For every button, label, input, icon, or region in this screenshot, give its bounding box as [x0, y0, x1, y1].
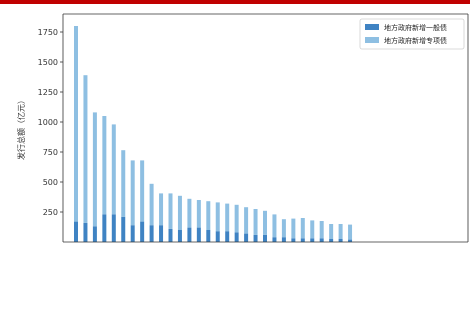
bar-special-bond — [83, 75, 88, 223]
y-tick-label: 1000 — [38, 118, 58, 127]
bar-general-bond — [253, 234, 258, 242]
bar-general-bond — [263, 234, 267, 242]
bar-special-bond — [74, 26, 78, 222]
bar-special-bond — [111, 124, 116, 215]
bar-special-bond — [215, 202, 220, 232]
bar-special-bond — [196, 200, 201, 228]
bar-general-bond — [102, 214, 107, 242]
bar-special-bond — [291, 218, 296, 239]
bar-general-bond — [92, 226, 97, 242]
bar-general-bond — [206, 230, 211, 242]
bar-special-bond — [263, 210, 267, 235]
bar-general-bond — [329, 239, 334, 242]
bar-general-bond — [319, 238, 324, 242]
y-axis-label: 发行总额（亿元） — [16, 96, 26, 160]
bar-general-bond — [215, 231, 220, 242]
y-tick-label: 500 — [43, 178, 58, 187]
legend-frame — [359, 18, 465, 50]
bar-special-bond — [244, 207, 249, 234]
bar-special-bond — [149, 183, 154, 226]
bar-general-bond — [338, 239, 343, 242]
bar-general-bond — [149, 225, 154, 242]
bar-general-bond — [177, 230, 182, 242]
bar-special-bond — [319, 221, 324, 239]
bar-general-bond — [244, 233, 249, 242]
bar-general-bond — [83, 222, 88, 242]
bar-general-bond — [310, 238, 315, 242]
bar-special-bond — [300, 218, 305, 239]
bar-general-bond — [281, 237, 286, 242]
y-tick-label: 1500 — [38, 58, 58, 67]
bar-special-bond — [329, 224, 334, 239]
y-tick-label: 750 — [43, 148, 58, 157]
bar-general-bond — [168, 228, 173, 242]
bar-general-bond — [130, 225, 135, 242]
bar-special-bond — [168, 193, 173, 229]
bar-general-bond — [348, 239, 353, 242]
bar-general-bond — [111, 214, 116, 242]
y-tick-label: 250 — [43, 208, 58, 217]
bar-general-bond — [121, 216, 126, 242]
bar-special-bond — [140, 160, 145, 222]
bar-special-bond — [225, 203, 230, 232]
bar-special-bond — [92, 112, 97, 227]
bar-special-bond — [130, 160, 135, 226]
bar-general-bond — [291, 238, 296, 242]
bar-general-bond — [272, 237, 277, 242]
bar-general-bond — [187, 227, 192, 242]
y-ticks-group: 250 500 750 1000 1250 1500 1750 — [38, 28, 63, 217]
bar-special-bond — [281, 219, 286, 238]
axes-group — [62, 13, 469, 243]
bar-general-bond — [196, 227, 201, 242]
legend-label-special-bond: 地方政府新增专项债 — [384, 36, 447, 45]
bar-special-bond — [253, 209, 258, 235]
legend-label-general-bond: 地方政府新增一般债 — [384, 23, 447, 32]
bar-special-bond — [159, 193, 164, 226]
bar-general-bond — [74, 221, 78, 242]
bar-special-bond — [206, 201, 211, 230]
legend: 地方政府新增一般债 地方政府新增专项债 — [359, 18, 465, 50]
bar-special-bond — [272, 214, 277, 238]
bars-group — [74, 26, 353, 242]
bar-special-bond — [121, 150, 126, 217]
bar-special-bond — [102, 116, 107, 215]
bar-special-bond — [187, 198, 192, 228]
bar-special-bond — [338, 224, 343, 239]
bar-special-bond — [348, 224, 353, 240]
bar-general-bond — [234, 232, 239, 242]
bar-special-bond — [310, 220, 315, 239]
bar-general-bond — [140, 221, 145, 242]
y-tick-label: 1250 — [38, 88, 58, 97]
bar-special-bond — [234, 204, 239, 233]
legend-swatch-special-bond — [365, 37, 379, 43]
bar-special-bond — [177, 195, 182, 230]
top-accent-line — [0, 0, 470, 4]
bar-general-bond — [159, 225, 164, 242]
bar-general-bond — [225, 231, 230, 242]
bar-general-bond — [300, 238, 305, 242]
legend-swatch-general-bond — [365, 24, 379, 30]
y-tick-label: 1750 — [38, 28, 58, 37]
